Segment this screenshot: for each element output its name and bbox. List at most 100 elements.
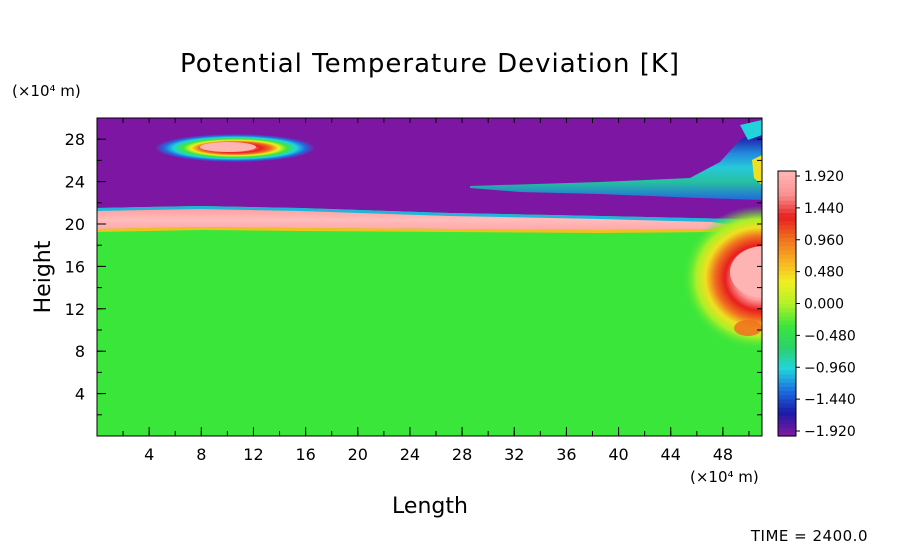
y-tick-label: 20 <box>65 215 85 234</box>
colorbar-label: −0.960 <box>804 360 856 376</box>
colorbar-segment <box>778 270 796 276</box>
colorbar-segment <box>778 382 796 387</box>
colorbar-segment <box>778 262 796 267</box>
colorbar-segment <box>778 224 796 230</box>
colorbar-label: 0.960 <box>804 233 844 249</box>
colorbar-segment <box>778 307 796 313</box>
y-tick-label: 12 <box>65 300 85 319</box>
colorbar-segment <box>778 398 796 404</box>
right-warm-halo <box>682 206 762 350</box>
plot-frame <box>96 117 763 437</box>
chart-title: Potential Temperature Deviation [K] <box>180 49 680 79</box>
right-lower-anomaly <box>734 320 762 336</box>
colorbar-segment <box>778 274 796 280</box>
y-tick-label: 4 <box>75 385 85 404</box>
right-upper-edge <box>740 120 762 140</box>
colorbar-segment <box>778 228 796 234</box>
colorbar-segment <box>778 253 796 259</box>
colorbar-segment <box>778 373 796 379</box>
colorbar-segment <box>778 386 796 392</box>
x-tick-label: 20 <box>348 445 368 464</box>
y-axis-unit: (×10⁴ m) <box>12 82 81 100</box>
colorbar-segment <box>778 336 796 342</box>
y-tick-label: 28 <box>65 130 85 149</box>
x-tick-label: 36 <box>556 445 576 464</box>
colorbar-segment <box>778 266 796 271</box>
y-tick-label: 8 <box>75 342 85 361</box>
colorbar-label: −0.480 <box>804 328 856 344</box>
right-warm-core <box>730 246 762 298</box>
colorbar-segment <box>778 208 796 214</box>
colorbar-segment <box>778 378 796 383</box>
colorbar-segment <box>778 183 796 189</box>
colorbar-segment <box>778 315 796 321</box>
colorbar-segment <box>778 419 796 425</box>
colorbar-segment <box>778 216 796 222</box>
colorbar-segment <box>778 390 796 396</box>
colorbar-segment <box>778 245 796 251</box>
time-label: TIME = 2400.0 <box>750 527 868 544</box>
heatmap-field <box>97 118 762 436</box>
colorbar: 1.920 1.440 0.960 0.480 0.000 −0.480 −0.960 −1.… <box>777 169 856 440</box>
colorbar-segment <box>778 220 796 226</box>
colorbar-label: 1.920 <box>804 169 844 185</box>
colorbar-segment <box>778 361 796 367</box>
colorbar-segment <box>778 286 796 292</box>
x-tick-label: 4 <box>144 445 154 464</box>
colorbar-segment <box>778 179 796 185</box>
colorbar-segment <box>778 324 796 329</box>
colorbar-segment <box>778 394 796 400</box>
colorbar-label: −1.440 <box>804 392 856 408</box>
colorbar-segment <box>778 320 796 325</box>
colorbar-segment <box>778 353 796 358</box>
colorbar-segment <box>778 431 796 437</box>
upper-layer-region <box>97 118 762 220</box>
colorbar-segment <box>778 340 796 346</box>
x-tick-label: 48 <box>713 445 733 464</box>
colorbar-segment <box>778 291 796 296</box>
x-tick-label: 28 <box>452 445 472 464</box>
colorbar-segment <box>778 332 796 338</box>
right-upper-wedge <box>470 128 762 200</box>
upper-warm-core <box>200 142 256 152</box>
colorbar-segment <box>778 175 796 180</box>
colorbar-segment <box>778 411 796 416</box>
colorbar-segment <box>778 249 796 255</box>
colorbar-segment <box>778 195 796 201</box>
x-tick-label: 40 <box>608 445 628 464</box>
colorbar-segment <box>778 187 796 193</box>
x-axis-label: Length <box>392 494 468 519</box>
colorbar-segment <box>778 257 796 263</box>
colorbar-label: −1.920 <box>804 424 856 440</box>
y-tick-label: 16 <box>65 257 85 276</box>
colorbar-segment <box>778 233 796 238</box>
y-axis-label: Height <box>31 240 56 313</box>
colorbar-segment <box>778 423 796 429</box>
colorbar-segment <box>778 282 796 288</box>
colorbar-segment <box>778 407 796 412</box>
colorbar-segment <box>778 402 796 408</box>
x-tick-label: 44 <box>661 445 681 464</box>
colorbar-label: 0.000 <box>804 297 844 313</box>
x-tick-label: 16 <box>295 445 315 464</box>
interface-band-region <box>97 209 730 230</box>
colorbar-segment <box>778 328 796 334</box>
colorbar-segment <box>778 344 796 350</box>
right-upper-yellow <box>752 155 762 185</box>
colorbar-segment <box>778 299 796 305</box>
colorbar-label: 1.440 <box>804 201 844 217</box>
colorbar-segment <box>778 171 796 176</box>
y-axis-ticks: 4 8 12 16 20 24 28 <box>65 130 762 416</box>
colorbar-segment <box>778 204 796 209</box>
colorbar-segment <box>778 199 796 205</box>
y-tick-label: 24 <box>65 173 85 192</box>
x-tick-label: 24 <box>400 445 420 464</box>
x-tick-label: 12 <box>243 445 263 464</box>
colorbar-segment <box>778 278 796 284</box>
colorbar-segment <box>778 365 796 371</box>
colorbar-segment <box>778 311 796 317</box>
colorbar-segment <box>778 357 796 363</box>
colorbar-segment <box>778 295 796 300</box>
colorbar-segment <box>778 212 796 218</box>
